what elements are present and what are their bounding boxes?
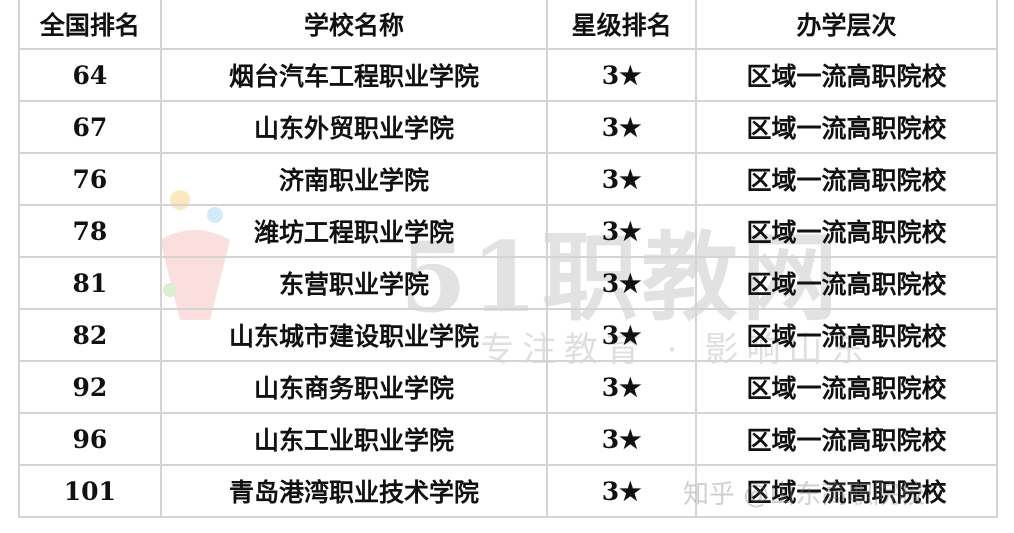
cell-school-name: 山东工业职业学院 bbox=[159, 412, 549, 466]
cell-level: 区域一流高职院校 bbox=[694, 152, 999, 206]
cell-level: 区域一流高职院校 bbox=[694, 360, 999, 414]
table-row: 78 潍坊工程职业学院 3★ 区域一流高职院校 bbox=[18, 204, 999, 258]
cell-star-rank: 3★ bbox=[546, 152, 697, 206]
cell-star-rank: 3★ bbox=[546, 256, 697, 310]
cell-rank: 101 bbox=[18, 464, 162, 518]
cell-school-name: 青岛港湾职业技术学院 bbox=[159, 464, 549, 518]
cell-rank: 76 bbox=[18, 152, 162, 206]
table-row: 81 东营职业学院 3★ 区域一流高职院校 bbox=[18, 256, 999, 310]
cell-school-name: 潍坊工程职业学院 bbox=[159, 204, 549, 258]
header-school-name: 学校名称 bbox=[159, 0, 549, 50]
cell-star-rank: 3★ bbox=[546, 360, 697, 414]
cell-star-rank: 3★ bbox=[546, 100, 697, 154]
header-national-rank: 全国排名 bbox=[18, 0, 162, 50]
cell-rank: 67 bbox=[18, 100, 162, 154]
table-row: 101 青岛港湾职业技术学院 3★ 区域一流高职院校 bbox=[18, 464, 999, 518]
cell-level: 区域一流高职院校 bbox=[694, 412, 999, 466]
cell-rank: 82 bbox=[18, 308, 162, 362]
cell-level: 区域一流高职院校 bbox=[694, 48, 999, 102]
cell-level: 区域一流高职院校 bbox=[694, 464, 999, 518]
table-row: 82 山东城市建设职业学院 3★ 区域一流高职院校 bbox=[18, 308, 999, 362]
cell-level: 区域一流高职院校 bbox=[694, 256, 999, 310]
table-row: 64 烟台汽车工程职业学院 3★ 区域一流高职院校 bbox=[18, 48, 999, 102]
cell-level: 区域一流高职院校 bbox=[694, 100, 999, 154]
ranking-table: 全国排名 学校名称 星级排名 办学层次 64 烟台汽车工程职业学院 3★ 区域一流高职… bbox=[18, 0, 999, 518]
table-row: 67 山东外贸职业学院 3★ 区域一流高职院校 bbox=[18, 100, 999, 154]
table-row: 76 济南职业学院 3★ 区域一流高职院校 bbox=[18, 152, 999, 206]
cell-school-name: 济南职业学院 bbox=[159, 152, 549, 206]
cell-star-rank: 3★ bbox=[546, 412, 697, 466]
cell-rank: 81 bbox=[18, 256, 162, 310]
cell-star-rank: 3★ bbox=[546, 464, 697, 518]
table-header-row: 全国排名 学校名称 星级排名 办学层次 bbox=[18, 0, 999, 50]
cell-school-name: 山东商务职业学院 bbox=[159, 360, 549, 414]
header-level: 办学层次 bbox=[694, 0, 999, 50]
cell-rank: 92 bbox=[18, 360, 162, 414]
cell-school-name: 山东外贸职业学院 bbox=[159, 100, 549, 154]
cell-school-name: 山东城市建设职业学院 bbox=[159, 308, 549, 362]
cell-star-rank: 3★ bbox=[546, 204, 697, 258]
header-star-rank: 星级排名 bbox=[546, 0, 697, 50]
cell-star-rank: 3★ bbox=[546, 48, 697, 102]
cell-rank: 78 bbox=[18, 204, 162, 258]
cell-level: 区域一流高职院校 bbox=[694, 308, 999, 362]
table-row: 92 山东商务职业学院 3★ 区域一流高职院校 bbox=[18, 360, 999, 414]
table-row: 96 山东工业职业学院 3★ 区域一流高职院校 bbox=[18, 412, 999, 466]
cell-level: 区域一流高职院校 bbox=[694, 204, 999, 258]
cell-star-rank: 3★ bbox=[546, 308, 697, 362]
cell-rank: 96 bbox=[18, 412, 162, 466]
cell-school-name: 东营职业学院 bbox=[159, 256, 549, 310]
cell-school-name: 烟台汽车工程职业学院 bbox=[159, 48, 549, 102]
cell-rank: 64 bbox=[18, 48, 162, 102]
